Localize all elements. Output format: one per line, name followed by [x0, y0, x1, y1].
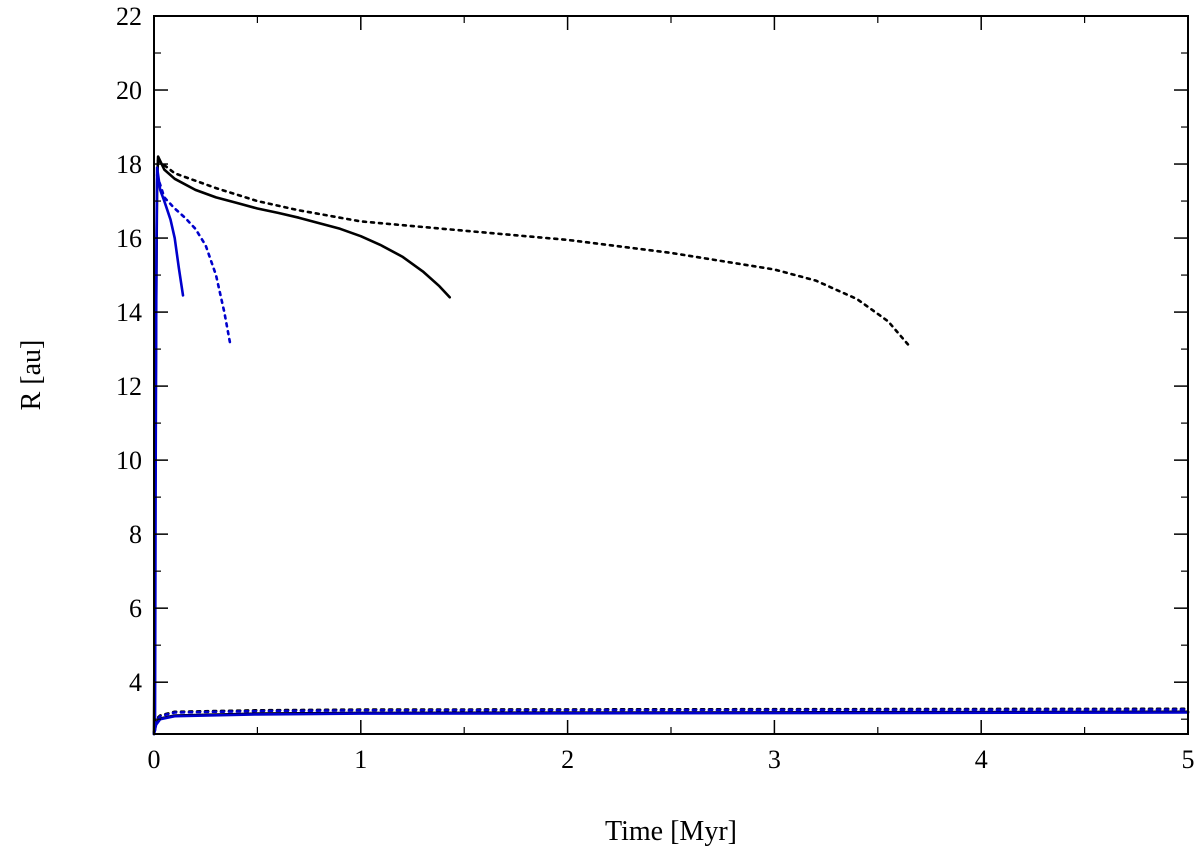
y-tick-label: 10 [116, 446, 142, 475]
series-line-2 [156, 159, 911, 347]
series-line-4 [155, 173, 232, 347]
x-axis-label: Time [Myr] [605, 816, 737, 847]
x-tick-label: 1 [354, 745, 367, 774]
x-tick-label: 3 [768, 745, 781, 774]
x-tick-label: 2 [561, 745, 574, 774]
y-tick-label: 14 [116, 298, 142, 327]
x-tick-label: 4 [975, 745, 988, 774]
y-tick-label: 20 [116, 76, 142, 105]
y-tick-label: 16 [116, 224, 142, 253]
y-tick-label: 18 [116, 150, 142, 179]
y-tick-label: 22 [116, 2, 142, 31]
x-tick-label: 5 [1182, 745, 1195, 774]
y-tick-label: 4 [129, 668, 142, 697]
y-tick-label: 8 [129, 520, 142, 549]
x-tick-label: 0 [148, 745, 161, 774]
y-tick-label: 12 [116, 372, 142, 401]
y-axis-label: R [au] [16, 340, 47, 411]
y-tick-label: 6 [129, 594, 142, 623]
series-line-8 [152, 708, 1190, 735]
